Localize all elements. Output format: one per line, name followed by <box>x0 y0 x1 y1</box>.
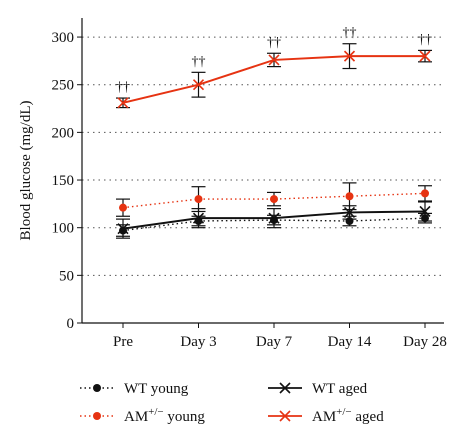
significance-annotation: †† <box>267 35 281 50</box>
significance-annotation: †† <box>418 32 432 47</box>
significance-annotation: †† <box>116 80 130 95</box>
data-point <box>268 54 280 66</box>
data-point <box>419 50 431 62</box>
y-tick-label: 300 <box>52 30 75 46</box>
annotations: †† †† †† †† †† <box>116 26 432 95</box>
y-axis-title: Blood glucose (mg/dL) <box>18 101 34 241</box>
data-point <box>421 189 429 198</box>
y-tick-label: 250 <box>52 78 75 94</box>
gridlines <box>82 36 444 276</box>
legend-marker <box>279 382 291 394</box>
legend-item: WT aged <box>268 381 368 397</box>
legend-marker <box>93 412 101 420</box>
data-point <box>192 212 205 224</box>
data-point <box>343 50 356 62</box>
significance-annotation: †† <box>343 26 357 41</box>
y-tick-label: 50 <box>59 268 74 284</box>
legend-label: WT young <box>124 381 189 397</box>
data-point <box>119 203 127 212</box>
legend-marker <box>279 410 291 422</box>
x-tick-label: Day 7 <box>256 334 293 350</box>
y-tick-label: 0 <box>67 316 75 332</box>
series-3 <box>116 43 432 109</box>
data-point <box>345 192 354 201</box>
x-tick-label: Day 3 <box>180 334 216 350</box>
data-point <box>117 97 129 109</box>
significance-annotation: †† <box>192 54 206 69</box>
data-point <box>117 223 129 235</box>
legend-label: AM+/− young <box>124 406 205 425</box>
data-point <box>268 212 280 224</box>
axes: 0 50 100 150 200 250 300 Pre Day 3 Day 7 Day 14 Day… <box>18 18 447 350</box>
series-layer <box>116 43 432 239</box>
legend: WT young WT aged AM+/− young AM+/− aged <box>80 381 384 425</box>
series-1 <box>116 201 432 239</box>
legend-label: WT aged <box>312 381 368 397</box>
x-tick-label: Pre <box>113 334 133 350</box>
data-point <box>270 195 278 204</box>
legend-marker <box>93 384 101 392</box>
x-tick-label: Day 28 <box>403 334 447 350</box>
series-line <box>122 217 426 232</box>
data-point <box>419 205 431 218</box>
data-point <box>194 195 203 204</box>
legend-item: AM+/− aged <box>268 406 384 425</box>
series-2 <box>116 182 432 217</box>
data-point <box>192 79 205 91</box>
series-line <box>122 192 426 209</box>
y-tick-label: 200 <box>52 125 75 141</box>
y-tick-label: 100 <box>52 221 75 237</box>
legend-label: AM+/− aged <box>312 406 384 425</box>
legend-item: WT young <box>80 381 189 397</box>
x-tick-label: Day 14 <box>328 334 372 350</box>
legend-item: AM+/− young <box>80 406 205 425</box>
y-tick-label: 150 <box>52 173 75 189</box>
